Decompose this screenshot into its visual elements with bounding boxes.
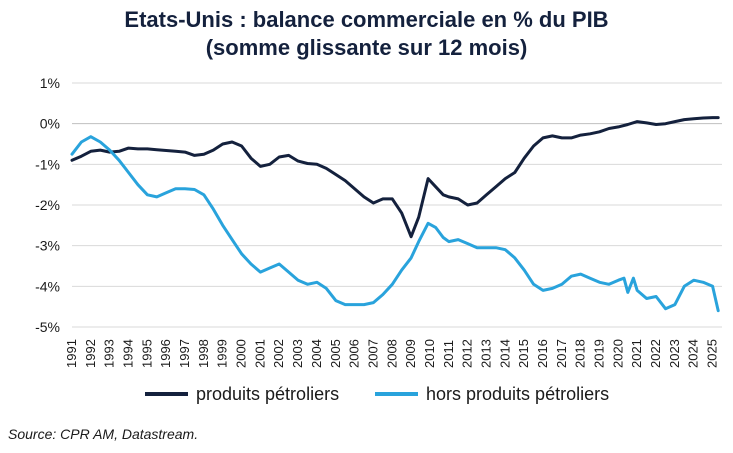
x-tick-label: 2012	[460, 339, 475, 368]
x-tick-label: 1993	[102, 339, 117, 368]
chart-title: Etats-Unis : balance commerciale en % du…	[0, 6, 733, 62]
legend: produits pétroliers hors produits pétroli…	[145, 384, 609, 404]
x-tick-label: 2023	[667, 339, 682, 368]
x-tick-label: 2015	[516, 339, 531, 368]
series-line	[70, 135, 720, 313]
y-tick-label: -1%	[35, 156, 60, 172]
chart-title-line1: Etats-Unis : balance commerciale en % du…	[124, 7, 609, 32]
x-tick-label: 2014	[497, 339, 512, 368]
x-tick-label: 2008	[384, 339, 399, 368]
chart-title-line2: (somme glissante sur 12 mois)	[205, 35, 528, 60]
x-axis-ticks: 1991 1992 1993 1994 1995 1996 1997 1998 1999 2000…	[64, 339, 720, 368]
x-tick-label: 2004	[309, 339, 324, 368]
x-tick-label: 2019	[592, 339, 607, 368]
x-tick-label: 2011	[441, 340, 456, 368]
x-tick-label: 2000	[234, 339, 249, 368]
x-tick-label: 1999	[215, 339, 230, 368]
x-tick-label: 2020	[610, 339, 625, 368]
series-lines	[70, 116, 720, 313]
x-tick-label: 1995	[139, 339, 154, 368]
x-tick-label: 1997	[177, 339, 192, 368]
x-tick-label: 2017	[554, 339, 569, 368]
y-tick-label: 0%	[40, 116, 60, 132]
y-tick-label: -2%	[35, 197, 60, 213]
y-axis-ticks: 1% 0% -1% -2% -3% -4% -5%	[35, 75, 60, 335]
x-tick-label: 2010	[422, 339, 437, 368]
x-tick-label: 2024	[686, 339, 701, 368]
x-tick-label: 1996	[158, 339, 173, 368]
x-tick-label: 2013	[478, 339, 493, 368]
x-tick-label: 2006	[347, 339, 362, 368]
y-tick-label: 1%	[40, 75, 60, 91]
x-tick-label: 2016	[535, 339, 550, 368]
legend-label: produits pétroliers	[196, 384, 339, 404]
series-line	[70, 116, 720, 239]
x-tick-label: 2021	[629, 339, 644, 368]
x-tick-label: 2022	[648, 339, 663, 368]
x-tick-label: 1991	[64, 339, 79, 368]
source-note: Source: CPR AM, Datastream.	[8, 426, 199, 442]
x-tick-label: 2005	[328, 339, 343, 368]
x-tick-label: 2025	[705, 339, 720, 368]
legend-label: hors produits pétroliers	[426, 384, 609, 404]
x-tick-label: 2007	[365, 339, 380, 368]
y-tick-label: -3%	[35, 238, 60, 254]
x-tick-label: 1994	[121, 339, 136, 368]
y-tick-label: -5%	[35, 319, 60, 335]
x-tick-label: 2002	[271, 339, 286, 368]
x-tick-label: 2001	[252, 339, 267, 368]
x-tick-label: 2018	[573, 339, 588, 368]
x-tick-label: 2009	[403, 339, 418, 368]
x-tick-label: 2003	[290, 339, 305, 368]
x-tick-label: 1992	[83, 339, 98, 368]
x-tick-label: 1998	[196, 339, 211, 368]
y-tick-label: -4%	[35, 278, 60, 294]
